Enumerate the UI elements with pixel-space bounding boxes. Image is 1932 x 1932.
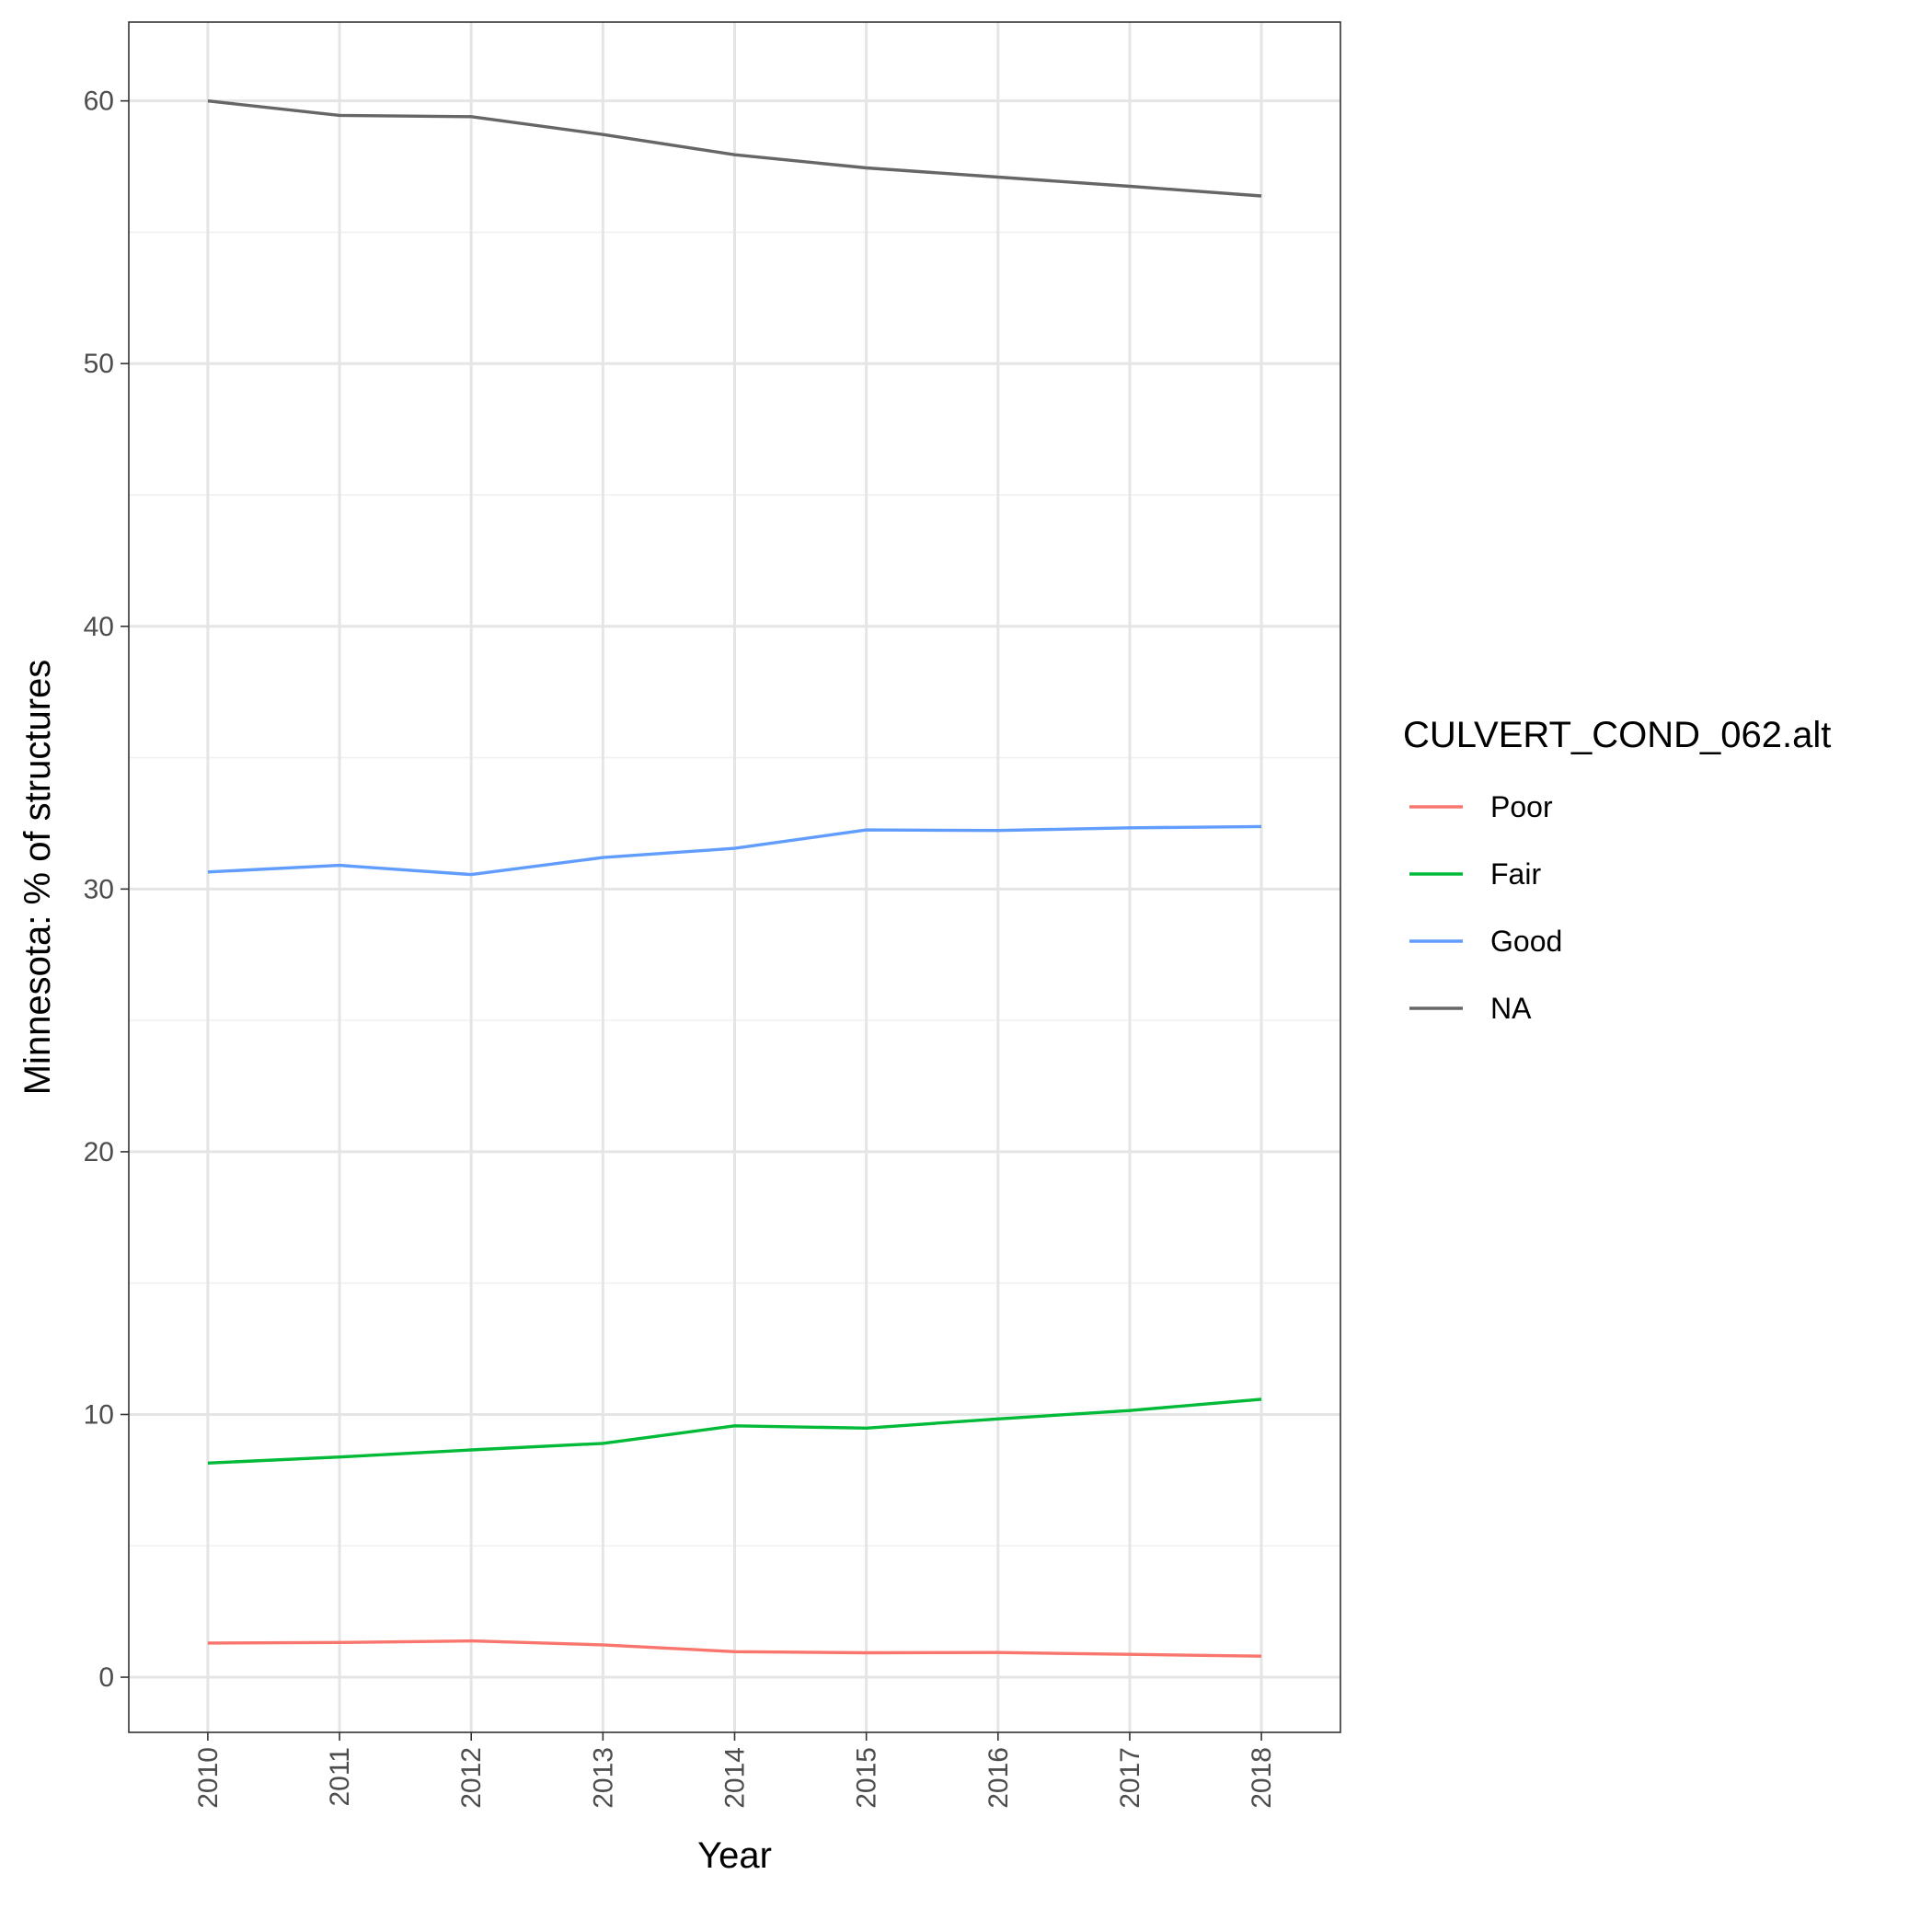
y-tick-label: 50 — [84, 349, 114, 379]
x-tick-label: 2018 — [1247, 1747, 1277, 1809]
legend-label-good: Good — [1490, 925, 1562, 958]
y-tick-label: 60 — [84, 86, 114, 117]
series-line-na — [207, 99, 1262, 198]
y-tick-label: 0 — [98, 1662, 114, 1693]
series-line-good — [207, 824, 1262, 877]
x-axis: 2010 2011 2012 2013 2014 2015 2016 2017 2018 — [193, 1732, 1277, 1809]
series-lines — [207, 99, 1262, 1658]
x-tick-label: 2015 — [852, 1747, 882, 1809]
y-axis: 0 10 20 30 40 50 60 — [84, 86, 129, 1693]
legend-label-fair: Fair — [1490, 857, 1541, 891]
x-axis-title: Year — [697, 1835, 772, 1876]
series-line-poor — [207, 1639, 1262, 1658]
x-tick-label: 2014 — [720, 1747, 751, 1809]
y-tick-label: 40 — [84, 612, 114, 642]
y-tick-label: 20 — [84, 1137, 114, 1167]
x-tick-label: 2013 — [588, 1747, 618, 1809]
x-tick-label: 2016 — [983, 1747, 1014, 1809]
legend-label-na: NA — [1490, 992, 1532, 1025]
legend-title: CULVERT_COND_062.alt — [1403, 715, 1831, 755]
y-tick-label: 30 — [84, 874, 114, 904]
x-tick-label: 2012 — [456, 1747, 487, 1809]
y-axis-title: Minnesota: % of structures — [17, 660, 58, 1096]
series-line-fair — [207, 1397, 1262, 1465]
legend: CULVERT_COND_062.alt Poor Fair Good NA — [1403, 715, 1831, 1025]
y-tick-label: 10 — [84, 1399, 114, 1430]
legend-label-poor: Poor — [1490, 790, 1553, 823]
x-tick-label: 2017 — [1115, 1747, 1145, 1809]
grid — [129, 22, 1340, 1732]
x-tick-label: 2010 — [193, 1747, 224, 1809]
x-tick-label: 2011 — [325, 1747, 355, 1807]
